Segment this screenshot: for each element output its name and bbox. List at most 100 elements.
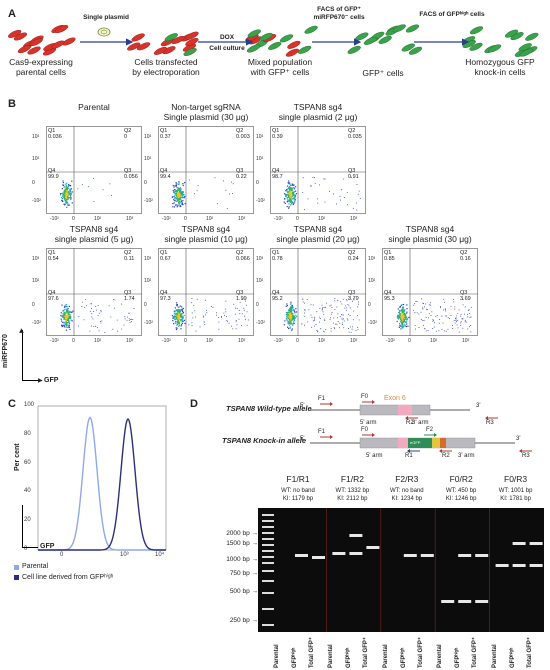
- cell: [162, 46, 176, 55]
- flow-plot: [158, 248, 254, 336]
- cell-cluster-mixed: [245, 25, 318, 57]
- quadrant-label: Q3 0.91: [348, 168, 359, 180]
- legend-label-derived: Cell line derived from GFPʰⁱᵍʰ: [22, 574, 114, 581]
- ladder-label: 500 bp →: [229, 588, 258, 595]
- y-tick: 10³: [256, 134, 264, 140]
- flow-plot-title: TSPAN8 sg4 single plasmid (20 μg): [276, 224, 360, 244]
- x-tick: 0: [296, 338, 299, 344]
- quadrant-label: Q2 0.24: [348, 250, 359, 262]
- panel-label-b: B: [8, 98, 16, 110]
- cell: [27, 46, 41, 55]
- quadrant-label: Q4 99.9: [48, 168, 59, 180]
- quadrant-label: Q2 0.11: [124, 250, 135, 262]
- wt-primer-r2: R2: [406, 420, 414, 426]
- hist-x-tick: 0: [60, 552, 64, 558]
- quadrant-label: Q4 98.7: [272, 168, 283, 180]
- flow-plot-title: Non-target sgRNA Single plasmid (30 μg): [163, 102, 249, 122]
- x-tick: 0: [72, 338, 75, 344]
- cell-cluster-homozygous: [461, 26, 539, 57]
- lane-label: Total GFP⁺: [526, 636, 533, 668]
- gel-ki-size: KI: 1781 bp: [500, 496, 531, 502]
- gel-wt-size: WT: 450 bp: [446, 488, 477, 494]
- panel-label-a: A: [8, 8, 16, 20]
- gel-band: [458, 600, 472, 603]
- lane-label: Total GFP⁺: [472, 636, 479, 668]
- x-tick: -10²: [386, 338, 395, 344]
- wt-primer-r3: R3: [486, 420, 494, 426]
- ladder-label: 1000 bp →: [226, 556, 258, 563]
- hist-y-tick: 60: [24, 459, 31, 466]
- legend-label-parental: Parental: [22, 563, 49, 570]
- gel-ki-size: KI: 1234 bp: [391, 496, 423, 502]
- quadrant-label: Q2 0.066: [236, 250, 250, 262]
- cell: [519, 48, 533, 57]
- step-caption-4: GFP⁺ cells: [362, 68, 404, 78]
- wt-exon-block: [359, 404, 431, 416]
- cell: [136, 42, 151, 51]
- gel-band: [295, 554, 308, 557]
- lane-label: Total GFP⁺: [363, 636, 370, 668]
- gel-band: [441, 600, 455, 603]
- lane-label: GFPʰⁱᵍʰ: [455, 647, 462, 668]
- cell: [304, 25, 318, 34]
- ki-primer-r1: R1: [405, 453, 413, 459]
- lane-label: GFPʰⁱᵍʰ: [292, 647, 298, 668]
- ki-primer-r3: R3: [522, 453, 530, 459]
- hist-y-tick: 100: [24, 402, 35, 408]
- ki-5arm: 5' arm: [366, 453, 383, 459]
- cell: [268, 41, 282, 50]
- y-tick: -10²: [32, 198, 41, 204]
- y-tick: 10²: [368, 278, 376, 284]
- cell: [287, 40, 301, 49]
- quadrant-label: Q4 95.3: [384, 290, 395, 302]
- x-tick: 10²: [206, 216, 214, 222]
- histogram-chart: [37, 405, 167, 551]
- cell: [408, 46, 423, 55]
- cell: [297, 45, 312, 54]
- quadrant-label: Q4 99.4: [160, 168, 171, 180]
- step-caption-5: Homozygous GFP knock-in cells: [465, 57, 535, 77]
- panel-label-d: D: [190, 398, 198, 410]
- quadrant-label: Q2 0.003: [236, 128, 250, 140]
- x-axis-title: GFP: [44, 377, 59, 384]
- ladder-band: [262, 520, 274, 522]
- panel-label-c: C: [8, 398, 16, 410]
- exon-label: Exon 6: [384, 395, 406, 402]
- flow-plot: [46, 126, 142, 214]
- x-tick: 0: [184, 216, 187, 222]
- wt-allele-label: TSPAN8 Wild-type allele: [226, 404, 312, 413]
- cell: [487, 44, 502, 53]
- cell: [285, 48, 300, 57]
- flow-plot: [270, 248, 366, 336]
- x-tick: 10²: [430, 338, 438, 344]
- egfp-label: eGFP: [410, 440, 421, 445]
- gel-band: [366, 546, 380, 549]
- cell: [183, 48, 197, 56]
- ladder-band: [262, 562, 274, 564]
- y-tick: 10²: [32, 278, 40, 284]
- y-tick: 10³: [32, 256, 40, 262]
- lane-label: Total GFP⁺: [309, 636, 315, 668]
- cell: [525, 32, 539, 41]
- gel-band: [332, 552, 346, 555]
- cell: [246, 44, 261, 53]
- y-tick: 0: [32, 180, 35, 186]
- cell-cluster-parental: [8, 25, 76, 56]
- lane-label: GFPʰⁱᵍʰ: [400, 647, 407, 668]
- y-tick: 0: [32, 302, 35, 308]
- x-tick: -10²: [50, 338, 59, 344]
- lane-label: Parental: [491, 644, 498, 668]
- step-caption-3: Mixed population with GFP⁺ cells: [247, 57, 313, 77]
- gel-image: [258, 508, 544, 632]
- wt-primer-f0: F0: [361, 394, 369, 400]
- hist-y-tick: 80: [24, 430, 31, 437]
- gel-band: [529, 542, 543, 545]
- x-tick: 10³: [238, 216, 246, 222]
- wt-5arm: 5' arm: [360, 420, 377, 426]
- ladder-label: 2000 bp →: [226, 530, 258, 537]
- cell: [378, 35, 392, 44]
- quadrant-label: Q3 3.69: [460, 290, 471, 302]
- cell: [401, 43, 415, 52]
- step-caption-1: Cas9-expressing parental cells: [9, 57, 73, 77]
- ladder-band: [262, 544, 274, 546]
